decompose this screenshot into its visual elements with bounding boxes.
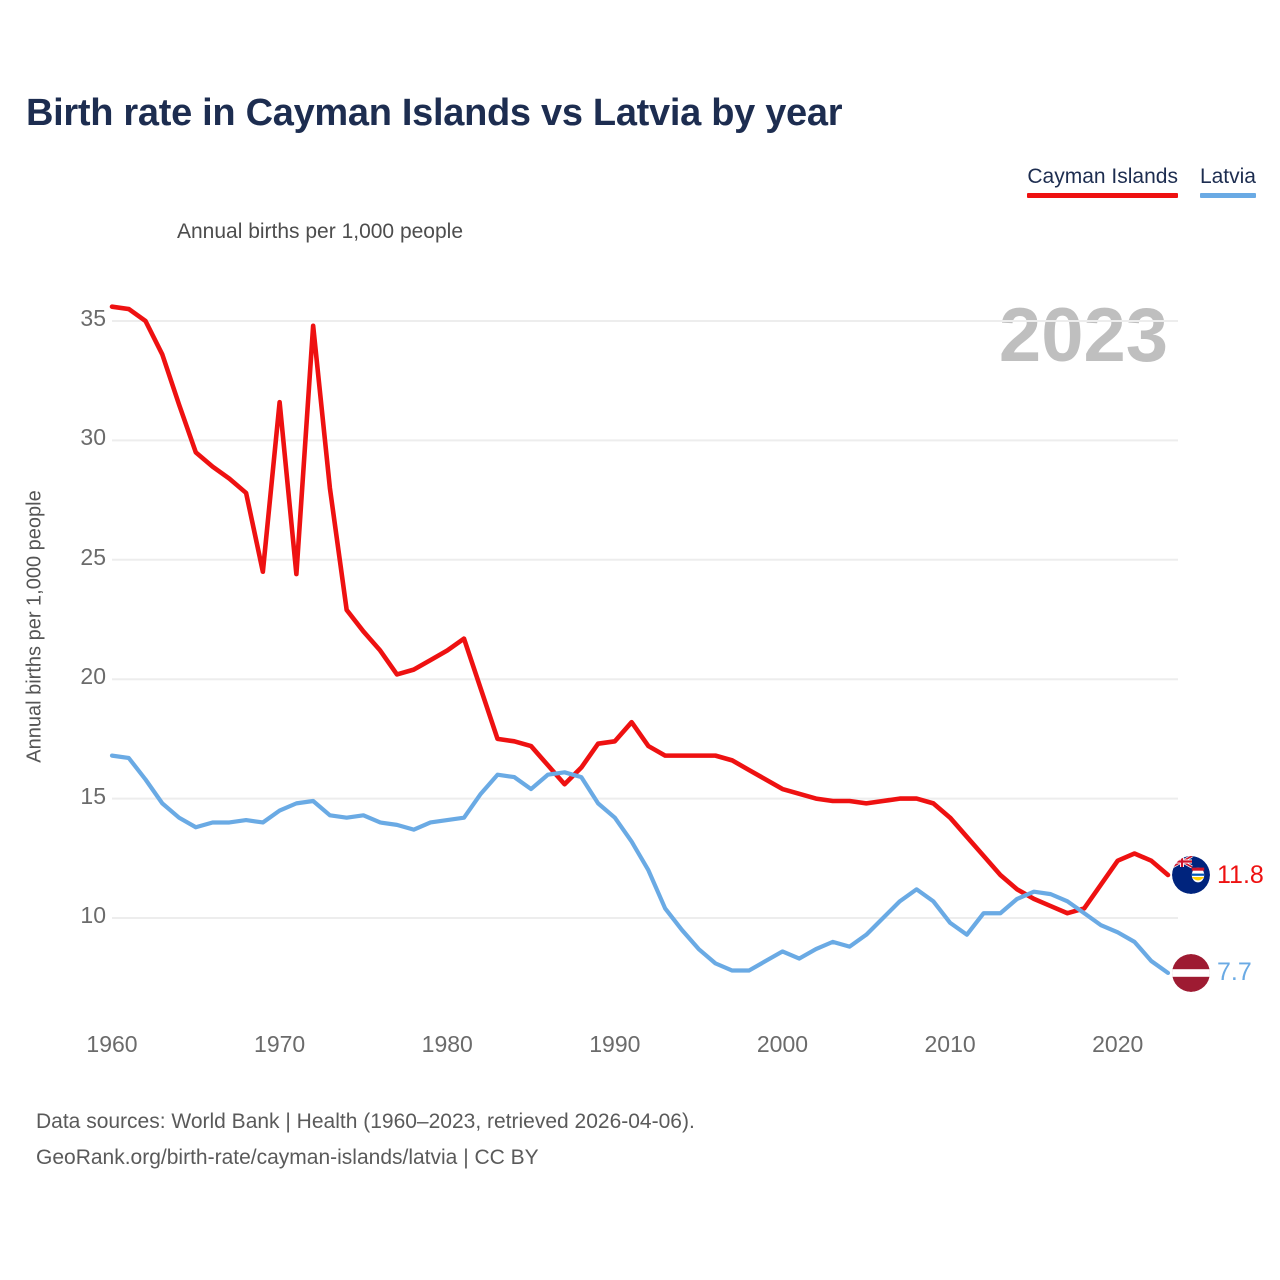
footer-attribution: GeoRank.org/birth-rate/cayman-islands/la… — [36, 1146, 539, 1169]
end-label-latvia: 7.7 — [1172, 953, 1252, 992]
legend-label-latvia: Latvia — [1199, 165, 1256, 188]
chart-subtitle: Annual births per 1,000 people — [0, 220, 1280, 244]
end-value-latvia: 7.7 — [1217, 958, 1252, 987]
page-title: Birth rate in Cayman Islands vs Latvia b… — [26, 92, 843, 134]
y-tick-label: 15 — [80, 782, 106, 809]
x-tick-label: 1980 — [421, 1031, 473, 1057]
cayman-islands-flag-icon — [1172, 856, 1210, 895]
y-tick-label: 35 — [80, 305, 106, 331]
end-value-cayman-islands: 11.8 — [1217, 860, 1264, 889]
legend-label-cayman-islands: Cayman Islands — [1027, 165, 1178, 188]
end-label-cayman-islands: 11.8 — [1172, 856, 1264, 895]
legend-item-latvia[interactable]: Latvia — [1199, 164, 1256, 198]
x-tick-label: 2020 — [1092, 1031, 1144, 1057]
y-tick-label: 30 — [80, 424, 106, 451]
x-tick-label: 2000 — [756, 1031, 809, 1057]
x-tick-label: 2010 — [924, 1031, 976, 1057]
legend: Cayman Islands Latvia — [1027, 164, 1256, 198]
series-line-latvia — [109, 753, 1171, 976]
x-tick-label: 1970 — [254, 1031, 306, 1057]
y-tick-label: 20 — [80, 663, 106, 690]
y-tick-label: 25 — [80, 543, 106, 570]
x-tick-label: 1960 — [86, 1031, 138, 1057]
latvia-flag-icon — [1172, 953, 1210, 992]
chart-subtitle-text: Annual births per 1,000 people — [176, 220, 464, 243]
year-watermark: 2023 — [998, 293, 1168, 378]
footer: Data sources: World Bank | Health (1960–… — [36, 1104, 695, 1176]
legend-swatch-latvia — [1199, 193, 1256, 198]
legend-item-cayman-islands[interactable]: Cayman Islands — [1027, 164, 1178, 198]
x-tick-label: 1990 — [589, 1031, 641, 1057]
legend-swatch-cayman-islands — [1027, 193, 1178, 198]
series-line-cayman-islands — [109, 304, 1171, 916]
footer-data-sources: Data sources: World Bank | Health (1960–… — [36, 1110, 695, 1133]
y-tick-label: 10 — [80, 902, 106, 928]
